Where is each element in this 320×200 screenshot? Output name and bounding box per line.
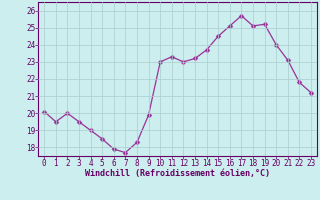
X-axis label: Windchill (Refroidissement éolien,°C): Windchill (Refroidissement éolien,°C) [85, 169, 270, 178]
